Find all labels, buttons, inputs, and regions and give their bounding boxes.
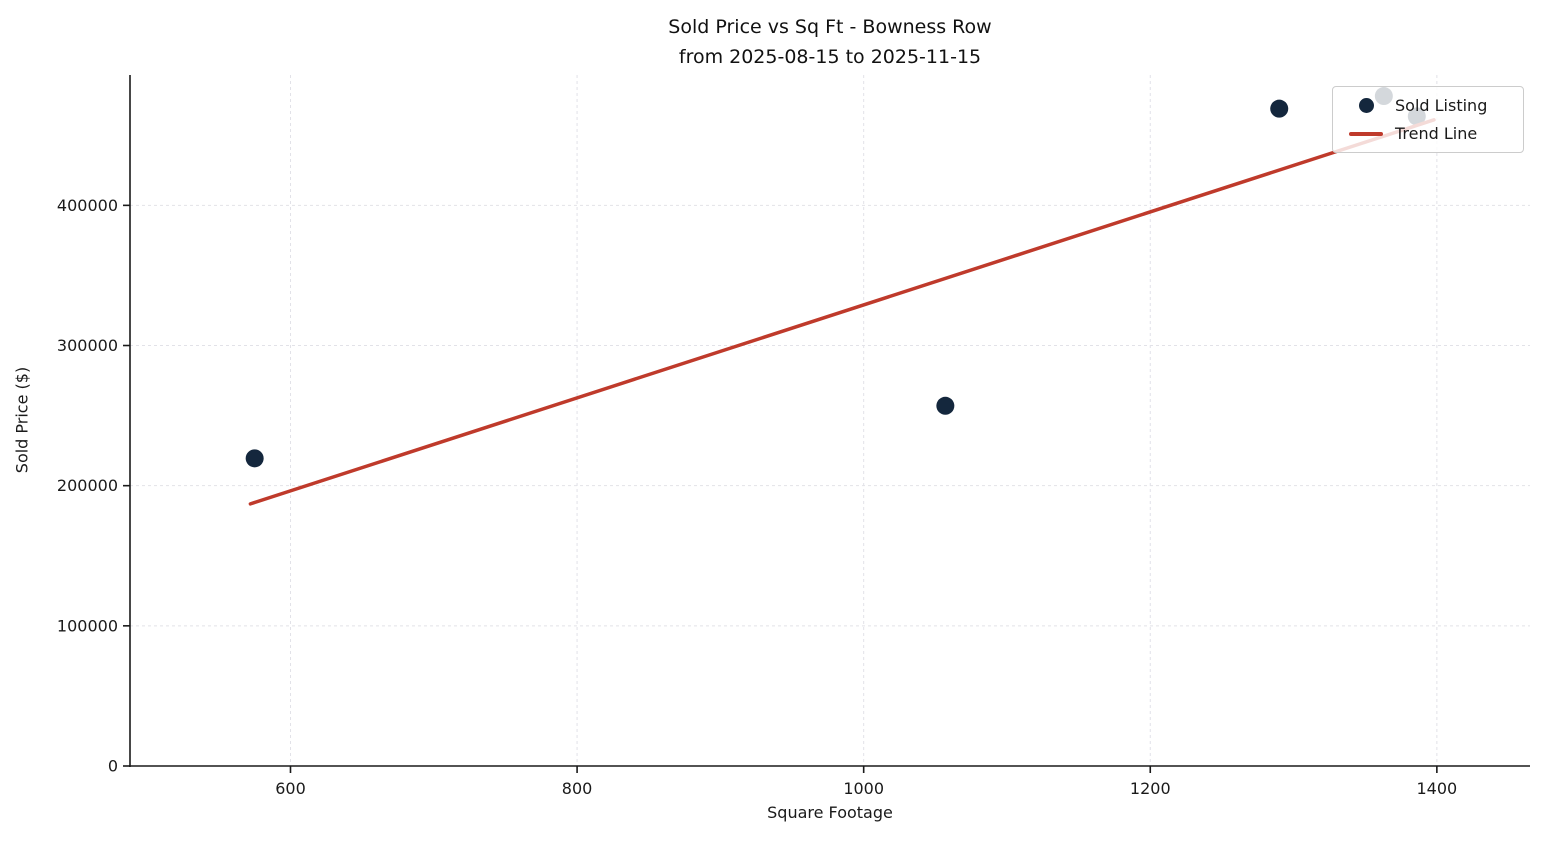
x-tick-label: 1400 — [1416, 779, 1457, 798]
x-tick-label: 1200 — [1130, 779, 1171, 798]
legend: Sold Listing Trend Line — [1332, 86, 1524, 153]
legend-item-trend-line: Trend Line — [1347, 124, 1509, 143]
y-axis-label: Sold Price ($) — [12, 366, 32, 474]
x-tick-label: 600 — [275, 779, 306, 798]
trend-line-swatch-icon — [1347, 131, 1385, 136]
legend-label-trend-line: Trend Line — [1395, 124, 1478, 143]
x-tick-label: 1000 — [843, 779, 884, 798]
sold-listing-point — [936, 396, 955, 415]
y-tick-label: 300000 — [57, 336, 118, 355]
sold-listing-point — [1270, 99, 1289, 118]
x-tick-label: 800 — [562, 779, 593, 798]
chart-title-line2: from 2025-08-15 to 2025-11-15 — [678, 46, 982, 68]
sold-listing-dot-icon — [1347, 98, 1385, 113]
y-tick-label: 0 — [108, 757, 118, 776]
legend-label-sold-listing: Sold Listing — [1395, 96, 1488, 115]
y-tick-label: 200000 — [57, 476, 118, 495]
x-axis-label: Square Footage — [767, 803, 893, 822]
y-tick-label: 400000 — [57, 196, 118, 215]
y-tick-label: 100000 — [57, 616, 118, 635]
chart-title-line1: Sold Price vs Sq Ft - Bowness Row — [668, 16, 992, 38]
legend-item-sold-listing: Sold Listing — [1347, 96, 1509, 115]
sold-listing-point — [245, 449, 264, 468]
chart-title: Sold Price vs Sq Ft - Bowness Row from 2… — [130, 12, 1530, 72]
trend-line — [248, 118, 1436, 506]
